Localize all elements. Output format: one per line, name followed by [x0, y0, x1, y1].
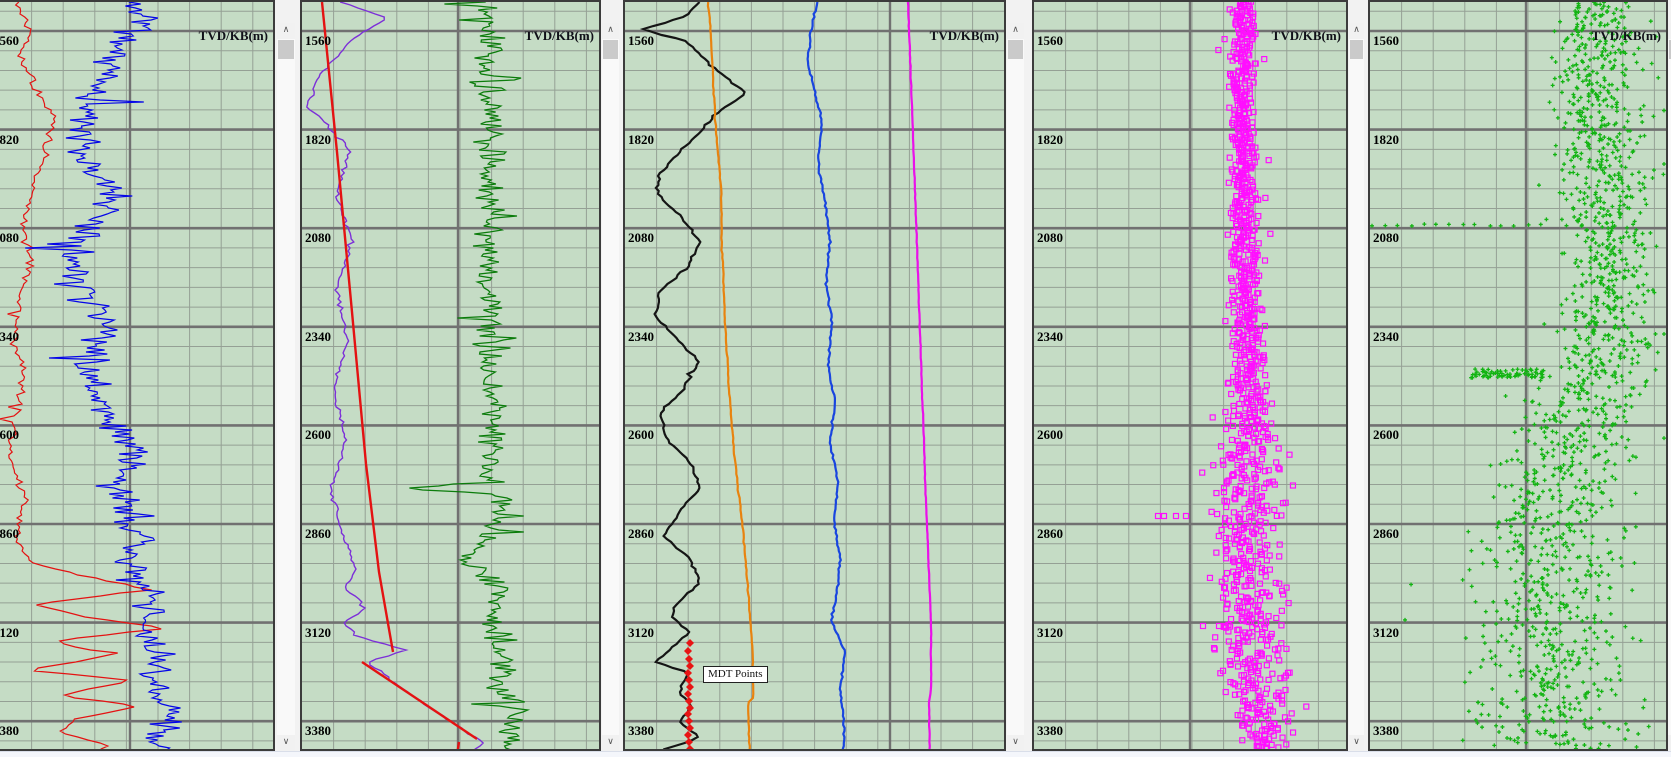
- mdt-points-label: MDT Points: [703, 666, 768, 683]
- depth-label: 2860: [1037, 526, 1063, 541]
- scroll-down-button[interactable]: ∨: [1668, 735, 1671, 751]
- depth-label: 3120: [305, 624, 331, 640]
- depth-label: 1560: [1037, 33, 1063, 48]
- log-track-5: TVD/KB(m) 1560 1820 2080 2340 2600 2860 3120 33…: [1368, 0, 1668, 751]
- depth-label: 2080: [1373, 230, 1399, 246]
- depth-label: 1820: [0, 131, 19, 147]
- log-track-3: TVD/KB(m) MDT Points 1560 1820 2080 2340 260…: [623, 0, 1006, 751]
- depth-label: 2860: [305, 526, 331, 541]
- depth-label: 1560: [628, 33, 654, 48]
- log-plot-area-5[interactable]: [1370, 2, 1666, 749]
- scroll-up-button[interactable]: ∧: [1007, 23, 1024, 39]
- depth-label: 1560: [0, 33, 19, 48]
- depth-label: 2340: [0, 328, 19, 344]
- scroll-down-button[interactable]: ∨: [277, 735, 295, 751]
- scrollbar-track-1[interactable]: ∧ ∨: [277, 23, 295, 751]
- depth-unit-header: TVD/KB(m): [524, 28, 594, 43]
- depth-label: 2600: [1373, 427, 1399, 443]
- depth-label: 2080: [0, 230, 19, 246]
- scrollbar-thumb[interactable]: [603, 40, 618, 59]
- scrollbar-track-3[interactable]: ∧ ∨: [1007, 23, 1024, 751]
- depth-unit-header: TVD/KB(m): [198, 28, 268, 43]
- depth-label: 2080: [305, 230, 331, 246]
- log-track-2: TVD/KB(m) 1560 1820 2080 2340 2600 2860 3120 33…: [300, 0, 601, 751]
- log-track-4: TVD/KB(m) 1560 1820 2080 2340 2600 2860 3120 33…: [1032, 0, 1348, 751]
- depth-label: 3120: [628, 624, 654, 640]
- scrollbar-thumb[interactable]: [1008, 40, 1023, 59]
- depth-label: 2340: [1037, 328, 1063, 344]
- depth-label: 2340: [305, 328, 331, 344]
- scroll-up-button[interactable]: ∧: [277, 23, 295, 39]
- depth-label: 3380: [0, 723, 19, 739]
- log-plot-area-3[interactable]: [625, 2, 1004, 749]
- scrollbar-track-2[interactable]: ∧ ∨: [602, 23, 619, 751]
- depth-label: 3120: [1037, 624, 1063, 640]
- scrollbar-track-4[interactable]: ∧ ∨: [1349, 23, 1364, 751]
- depth-label: 3380: [305, 723, 331, 739]
- depth-label: 2860: [628, 526, 654, 541]
- depth-label: 3380: [1373, 723, 1399, 739]
- scroll-up-button[interactable]: ∧: [1349, 23, 1364, 39]
- depth-label: 2860: [0, 526, 19, 541]
- depth-label: 1820: [305, 131, 331, 147]
- depth-label: 1820: [1037, 131, 1063, 147]
- scroll-up-button[interactable]: ∧: [602, 23, 619, 39]
- depth-label: 2600: [1037, 427, 1063, 443]
- depth-label: 3380: [1037, 723, 1063, 739]
- depth-unit-header: TVD/KB(m): [1591, 28, 1661, 43]
- scroll-down-button[interactable]: ∨: [1007, 735, 1024, 751]
- scroll-down-button[interactable]: ∨: [602, 735, 619, 751]
- log-track-1: TVD/KB(m) 1560 1820 2080 2340 2600 2860 3120 33…: [0, 0, 275, 751]
- scrollbar-thumb[interactable]: [1350, 40, 1363, 59]
- depth-label: 1820: [628, 131, 654, 147]
- scrollbar-thumb[interactable]: [278, 40, 294, 59]
- depth-label: 2600: [305, 427, 331, 443]
- depth-label: 2340: [1373, 328, 1399, 344]
- depth-unit-header: TVD/KB(m): [929, 28, 999, 43]
- bottom-strip: [0, 751, 1671, 757]
- scroll-up-button[interactable]: ∧: [1668, 23, 1671, 39]
- depth-label: 1820: [1373, 131, 1399, 147]
- depth-label: 3380: [628, 723, 654, 739]
- depth-label: 2600: [0, 427, 19, 443]
- depth-label: 2080: [1037, 230, 1063, 246]
- depth-label: 2340: [628, 328, 654, 344]
- scroll-down-button[interactable]: ∨: [1349, 735, 1364, 751]
- depth-label: 3120: [1373, 624, 1399, 640]
- scrollbar-thumb[interactable]: [1669, 40, 1671, 59]
- log-plot-area-1[interactable]: [0, 2, 273, 749]
- depth-unit-header: TVD/KB(m): [1271, 28, 1341, 43]
- depth-label: 3120: [0, 624, 19, 640]
- scrollbar-track-5[interactable]: ∧ ∨: [1668, 23, 1671, 751]
- depth-label: 2600: [628, 427, 654, 443]
- depth-label: 1560: [1373, 33, 1399, 48]
- log-plot-area-2[interactable]: [302, 2, 599, 749]
- depth-label: 1560: [305, 33, 331, 48]
- log-plot-area-4[interactable]: [1034, 2, 1346, 749]
- depth-label: 2080: [628, 230, 654, 246]
- depth-label: 2860: [1373, 526, 1399, 541]
